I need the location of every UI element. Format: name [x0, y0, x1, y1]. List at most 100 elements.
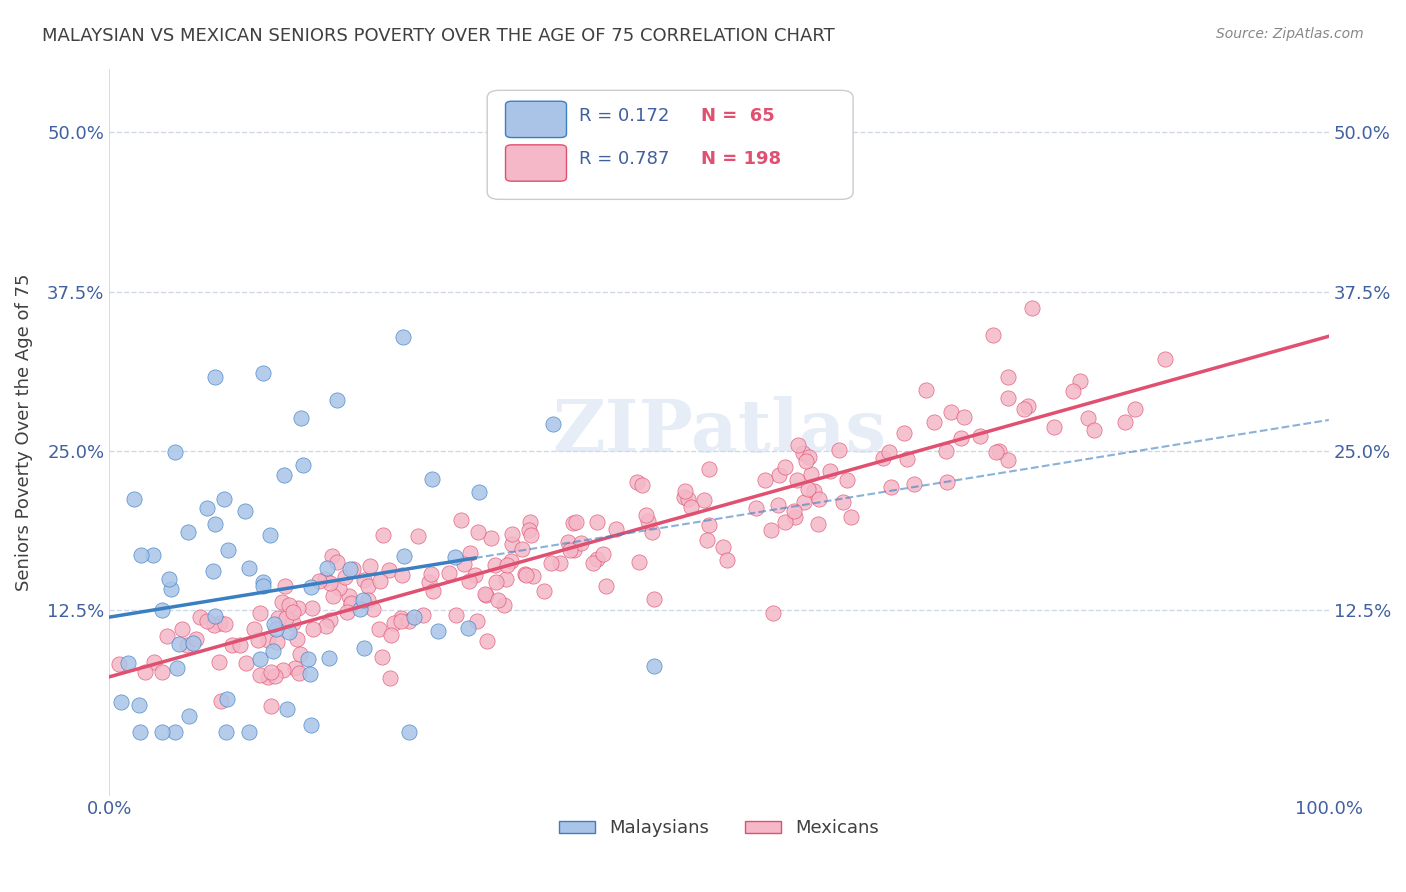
Point	[209, 693, 232, 707]
Point	[915, 384, 938, 398]
Point	[156, 629, 179, 643]
Point	[562, 516, 585, 530]
Point	[299, 580, 322, 594]
Point	[301, 622, 323, 636]
Point	[464, 568, 486, 582]
Point	[418, 575, 440, 590]
Point	[465, 614, 488, 628]
Point	[292, 458, 315, 472]
Point	[177, 709, 200, 723]
Point	[160, 582, 183, 597]
Point	[479, 531, 502, 545]
Point	[586, 516, 609, 530]
Point	[368, 574, 391, 589]
Point	[783, 504, 806, 518]
Point	[271, 663, 294, 677]
Point	[582, 556, 605, 570]
Point	[548, 556, 571, 570]
Point	[631, 478, 654, 492]
Point	[283, 605, 305, 619]
Point	[184, 632, 207, 647]
Point	[519, 516, 541, 530]
Point	[924, 415, 946, 429]
Point	[969, 429, 991, 443]
FancyBboxPatch shape	[488, 90, 853, 199]
Point	[246, 632, 269, 647]
Point	[475, 634, 498, 648]
Point	[800, 467, 823, 481]
Point	[997, 453, 1019, 467]
Point	[501, 527, 523, 541]
Point	[522, 568, 544, 582]
Point	[501, 554, 523, 568]
Point	[988, 443, 1011, 458]
Point	[762, 606, 785, 620]
Point	[457, 622, 479, 636]
Point	[378, 564, 401, 578]
Point	[391, 567, 413, 582]
Point	[349, 601, 371, 615]
Point	[242, 622, 264, 636]
Point	[515, 567, 537, 582]
Point	[697, 462, 720, 476]
Point	[627, 555, 650, 569]
Point	[204, 370, 226, 384]
Point	[879, 445, 901, 459]
Point	[172, 622, 194, 636]
Text: R = 0.172: R = 0.172	[579, 107, 669, 125]
Point	[266, 635, 288, 649]
Point	[808, 491, 831, 506]
Point	[188, 610, 211, 624]
Point	[314, 572, 336, 586]
Point	[339, 562, 361, 576]
Point	[818, 464, 841, 478]
Point	[221, 638, 243, 652]
Point	[984, 445, 1007, 459]
Legend: Malaysians, Mexicans: Malaysians, Mexicans	[551, 812, 887, 845]
Point	[402, 610, 425, 624]
Point	[301, 601, 323, 615]
Point	[264, 669, 287, 683]
Point	[768, 468, 790, 483]
Point	[1077, 410, 1099, 425]
Point	[754, 473, 776, 487]
Point	[166, 661, 188, 675]
Point	[378, 671, 401, 685]
Point	[266, 622, 288, 636]
Point	[238, 561, 260, 575]
Point	[142, 655, 165, 669]
Point	[872, 451, 894, 466]
Point	[420, 472, 443, 486]
Point	[799, 450, 821, 465]
Point	[277, 625, 299, 640]
Point	[352, 593, 374, 607]
Point	[318, 575, 340, 590]
Point	[150, 603, 173, 617]
Point	[426, 624, 449, 638]
Point	[260, 699, 283, 714]
Point	[637, 514, 659, 528]
Point	[839, 510, 862, 524]
Point	[398, 724, 420, 739]
Point	[150, 724, 173, 739]
Point	[337, 589, 360, 603]
Point	[595, 579, 617, 593]
Point	[467, 524, 489, 539]
Point	[711, 540, 734, 554]
Point	[262, 644, 284, 658]
Point	[290, 411, 312, 425]
Point	[110, 695, 132, 709]
Point	[163, 724, 186, 739]
Point	[371, 528, 394, 542]
Point	[259, 528, 281, 542]
Point	[129, 724, 152, 739]
Point	[831, 494, 853, 508]
Point	[260, 665, 283, 680]
Point	[394, 549, 416, 564]
Point	[252, 367, 274, 381]
Point	[357, 592, 380, 607]
Point	[517, 523, 540, 537]
Point	[673, 483, 696, 498]
Point	[939, 404, 962, 418]
Point	[159, 572, 181, 586]
